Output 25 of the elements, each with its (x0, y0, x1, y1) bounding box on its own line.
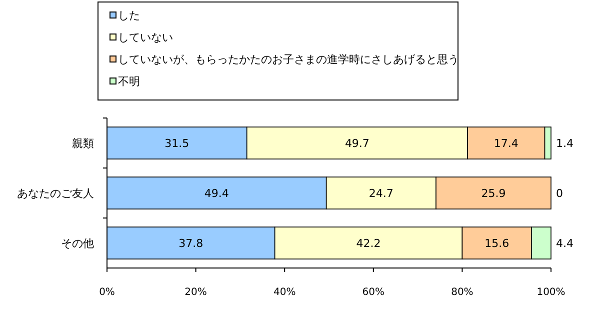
legend-label: 不明 (118, 74, 140, 88)
legend-label: していない (118, 30, 173, 44)
data-label: 31.5 (164, 136, 190, 150)
y-tick-label: 親類 (72, 136, 94, 150)
x-tick-label: 80% (451, 287, 474, 298)
y-tick-label: あなたのご友人 (17, 186, 94, 200)
data-label: 17.4 (494, 136, 518, 150)
data-label: 15.6 (484, 236, 510, 250)
data-label: 37.8 (178, 236, 204, 250)
data-label: 25.9 (481, 186, 506, 200)
data-label: 42.2 (356, 236, 381, 250)
x-tick-label: 60% (362, 287, 385, 298)
x-tick-label: 20% (184, 287, 207, 298)
data-label: 49.7 (344, 136, 370, 150)
x-tick-label: 0% (99, 287, 115, 298)
data-label: 24.7 (368, 186, 394, 200)
legend-label: していないが、もらったかたのお子さまの進学時にさしあげると思う (118, 52, 459, 66)
y-tick-label: その他 (61, 236, 94, 250)
data-label: 49.4 (204, 186, 229, 200)
legend-label: した (118, 8, 140, 22)
data-label: 4.4 (556, 236, 574, 250)
data-label: 1.4 (556, 136, 574, 150)
data-label: 0 (556, 186, 563, 200)
x-tick-label: 40% (273, 287, 296, 298)
x-tick-label: 100% (536, 287, 566, 298)
